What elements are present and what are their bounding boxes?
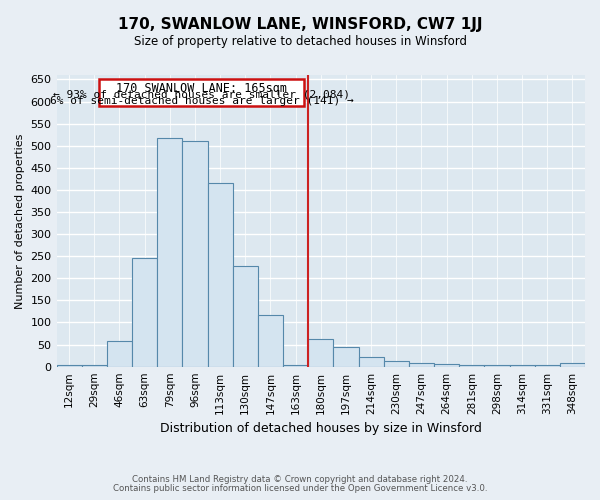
Text: Contains HM Land Registry data © Crown copyright and database right 2024.: Contains HM Land Registry data © Crown c… [132, 475, 468, 484]
Bar [560, 363, 585, 366]
Bar [208, 184, 233, 366]
Bar [233, 266, 258, 366]
Bar [459, 365, 484, 366]
Text: 170 SWANLOW LANE: 165sqm: 170 SWANLOW LANE: 165sqm [116, 82, 287, 95]
Y-axis label: Number of detached properties: Number of detached properties [15, 133, 25, 308]
FancyBboxPatch shape [100, 78, 304, 106]
Bar [182, 142, 208, 366]
Bar [132, 258, 157, 366]
Bar [409, 363, 434, 366]
Text: 170, SWANLOW LANE, WINSFORD, CW7 1JJ: 170, SWANLOW LANE, WINSFORD, CW7 1JJ [118, 18, 482, 32]
Bar [107, 342, 132, 366]
Text: Size of property relative to detached houses in Winsford: Size of property relative to detached ho… [133, 35, 467, 48]
Text: 6% of semi-detached houses are larger (141) →: 6% of semi-detached houses are larger (1… [50, 96, 354, 106]
X-axis label: Distribution of detached houses by size in Winsford: Distribution of detached houses by size … [160, 422, 482, 435]
Bar [383, 361, 409, 366]
Bar [434, 364, 459, 366]
Bar [308, 339, 334, 366]
Text: Contains public sector information licensed under the Open Government Licence v3: Contains public sector information licen… [113, 484, 487, 493]
Bar [258, 314, 283, 366]
Bar [334, 347, 359, 366]
Bar [157, 138, 182, 366]
Bar [359, 356, 383, 366]
Text: ← 93% of detached houses are smaller (2,084): ← 93% of detached houses are smaller (2,… [53, 89, 350, 99]
